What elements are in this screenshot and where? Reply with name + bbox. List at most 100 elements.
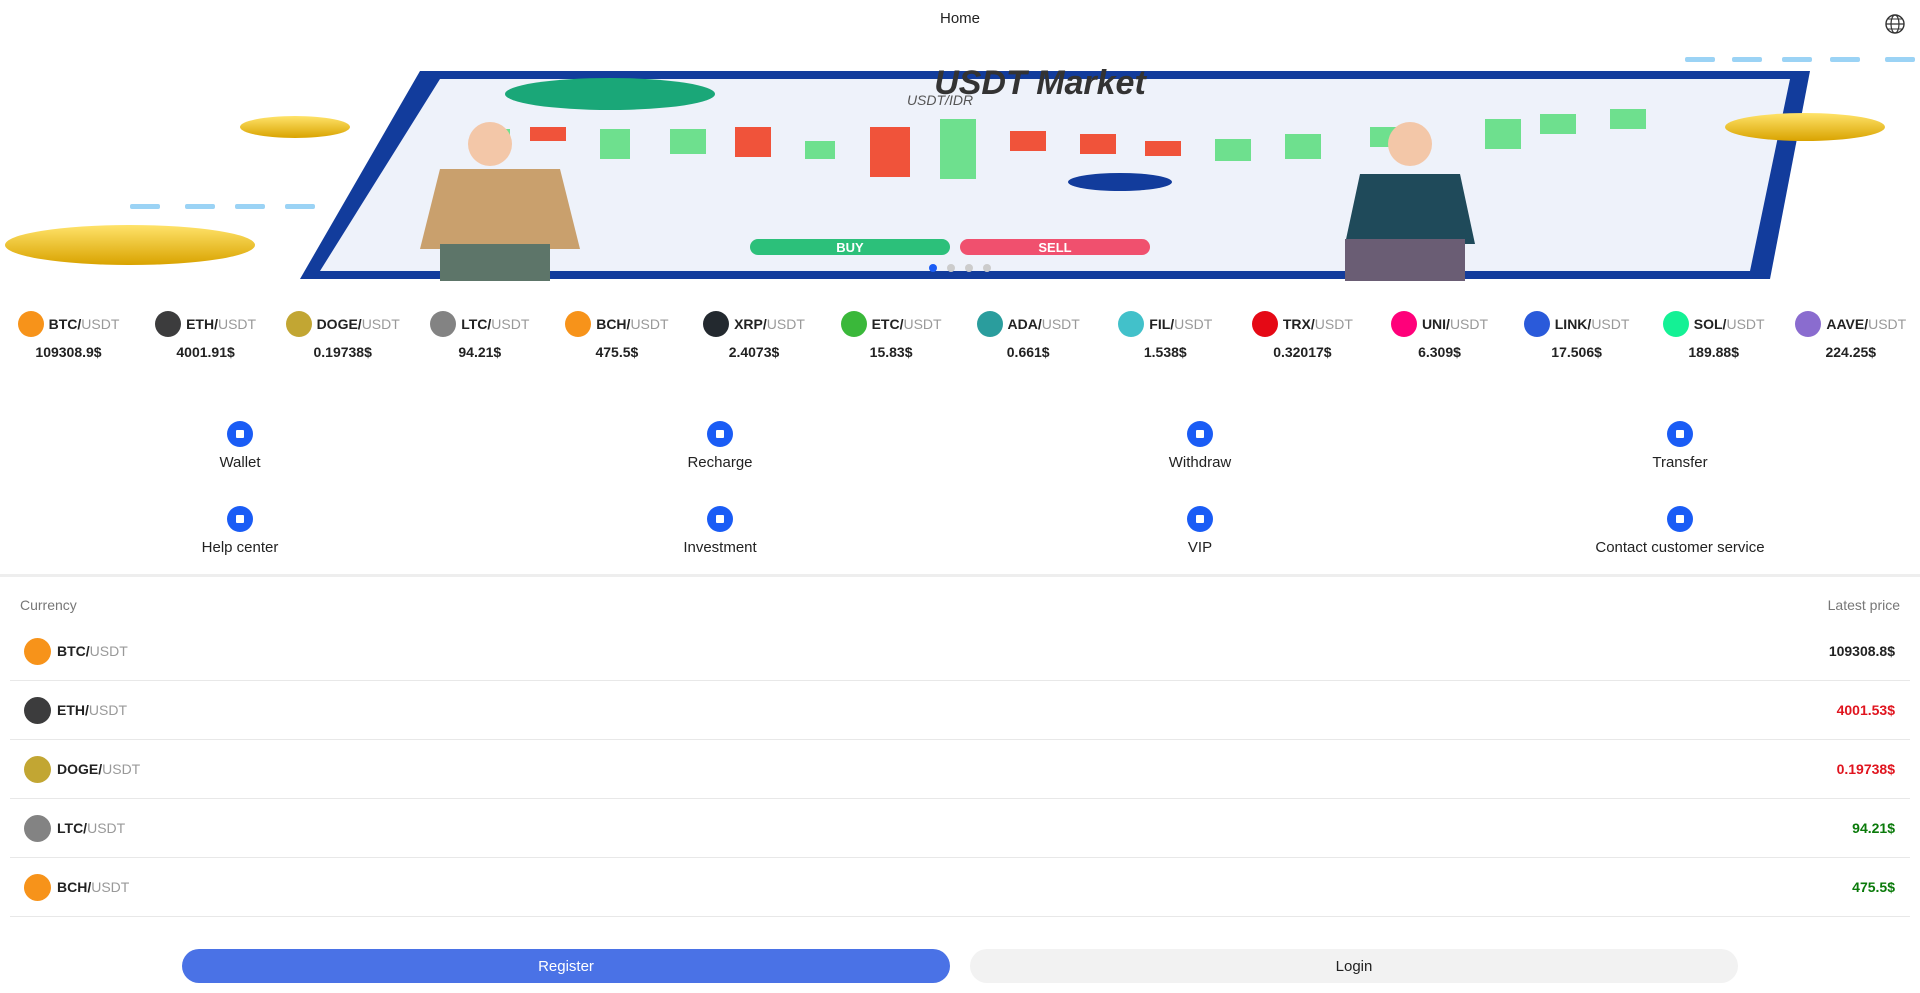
base: TRX/ <box>1282 316 1315 332</box>
pair: FIL/USDT <box>1149 316 1212 332</box>
quote: USDT <box>766 316 805 332</box>
person-left <box>420 122 580 281</box>
base: UNI/ <box>1421 316 1450 332</box>
ticker-price: 189.88$ <box>1688 344 1739 360</box>
ticker-item[interactable]: LINK/USDT 17.506$ <box>1508 310 1645 360</box>
action[interactable]: Contact customer service <box>1440 505 1920 556</box>
coin-icon <box>24 638 51 665</box>
ticker-price: 17.506$ <box>1551 344 1602 360</box>
ticker-item[interactable]: SOL/USDT 189.88$ <box>1645 310 1782 360</box>
pair: ETH/USDT <box>57 702 127 718</box>
quote: USDT <box>1174 316 1213 332</box>
register-button[interactable]: Register <box>182 949 950 983</box>
candles-red <box>530 127 1181 177</box>
coin-icon <box>285 311 312 337</box>
base: DOGE/ <box>57 761 103 777</box>
ticker-name: FIL/USDT <box>1118 310 1212 338</box>
login-button[interactable]: Login <box>970 949 1738 983</box>
table-row[interactable]: BCH/USDT 475.5$ <box>10 858 1910 917</box>
ticker-price: 2.4073$ <box>728 344 780 360</box>
ticker-item[interactable]: BTC/USDT 109308.9$ <box>0 310 137 360</box>
action-icon <box>1187 421 1213 447</box>
quote: USDT <box>630 316 669 332</box>
ticker-price: 224.25$ <box>1825 344 1877 360</box>
ticker-name: ETH/USDT <box>155 310 256 338</box>
quote: USDT <box>491 316 530 332</box>
table-row[interactable]: DOGE/USDT 0.19738$ <box>10 740 1910 799</box>
coin-icon <box>24 874 51 901</box>
ticker-item[interactable]: ADA/USDT 0.661$ <box>960 310 1097 360</box>
ticker-name: SOL/USDT <box>1662 310 1765 338</box>
ticker-item[interactable]: ETH/USDT 4001.91$ <box>137 310 274 360</box>
pair: LTC/USDT <box>461 316 529 332</box>
coin-icon <box>155 311 182 337</box>
language-icon[interactable] <box>1884 13 1906 35</box>
ticker-price: 15.83$ <box>869 344 913 360</box>
ticker-name: AAVE/USDT <box>1795 310 1906 338</box>
base: ETC/ <box>871 316 904 332</box>
table-row[interactable]: ETH/USDT 4001.53$ <box>10 681 1910 740</box>
pair: ETC/USDT <box>872 316 942 332</box>
ticker-item[interactable]: XRP/USDT 2.4073$ <box>686 310 823 360</box>
ticker-price: 0.19738$ <box>313 344 372 360</box>
ticker-item[interactable]: AAVE/USDT 224.25$ <box>1782 310 1919 360</box>
ticker-item[interactable]: FIL/USDT 1.538$ <box>1097 310 1234 360</box>
quote: USDT <box>1449 316 1489 332</box>
ticker-name: LTC/USDT <box>430 310 529 338</box>
ticker-item[interactable]: ETC/USDT 15.83$ <box>823 310 960 360</box>
ticker-price: 475.5$ <box>595 344 639 360</box>
base: AAVE/ <box>1826 316 1869 332</box>
page-title: Home <box>939 10 980 27</box>
ticker-price: 94.21$ <box>458 344 502 360</box>
ticker-item[interactable]: TRX/USDT 0.32017$ <box>1234 310 1371 360</box>
action[interactable]: Transfer <box>1440 420 1920 471</box>
quote: USDT <box>217 316 257 332</box>
coin-icon <box>24 815 51 842</box>
pair: BTC/USDT <box>57 643 128 659</box>
action-icon <box>227 506 253 532</box>
pair: TRX/USDT <box>1283 316 1353 332</box>
action[interactable]: Withdraw <box>960 420 1440 471</box>
action-icon <box>707 506 733 532</box>
action-label: Contact customer service <box>1595 539 1765 556</box>
pair: BCH/USDT <box>57 879 129 895</box>
base: BTC/ <box>57 643 90 659</box>
table-row[interactable]: LTC/USDT 94.21$ <box>10 799 1910 858</box>
pair: AAVE/USDT <box>1826 316 1906 332</box>
price: 94.21$ <box>1852 820 1895 836</box>
ticker-item[interactable]: UNI/USDT 6.309$ <box>1371 310 1508 360</box>
base: LTC/ <box>461 316 492 332</box>
table-row[interactable]: BTC/USDT 109308.8$ <box>10 622 1910 681</box>
ticker-name: ADA/USDT <box>976 310 1080 338</box>
action[interactable]: Wallet <box>0 420 480 471</box>
quote: USDT <box>87 820 126 836</box>
ticker-price: 4001.91$ <box>176 344 235 360</box>
action-icon <box>1667 421 1693 447</box>
action[interactable]: Help center <box>0 505 480 556</box>
ticker-price: 0.32017$ <box>1273 344 1332 360</box>
quote: USDT <box>361 316 400 332</box>
action-icon <box>227 421 253 447</box>
ticker-price: 109308.9$ <box>35 344 102 360</box>
banner-dots <box>929 264 991 272</box>
ticker-item[interactable]: DOGE/USDT 0.19738$ <box>274 310 411 360</box>
action[interactable]: Recharge <box>480 420 960 471</box>
pair: DOGE/USDT <box>57 761 140 777</box>
action-label: Recharge <box>687 454 753 471</box>
pair: ADA/USDT <box>1008 316 1080 332</box>
table-header-price: Latest price <box>1827 597 1900 613</box>
pair: XRP/USDT <box>734 316 805 332</box>
action-icon <box>1667 506 1693 532</box>
quote: USDT <box>1591 316 1630 332</box>
action[interactable]: Investment <box>480 505 960 556</box>
action-label: Transfer <box>1652 454 1708 471</box>
ticker-price: 6.309$ <box>1418 344 1461 360</box>
ticker-name: TRX/USDT <box>1251 310 1353 338</box>
price: 4001.53$ <box>1836 702 1895 718</box>
action[interactable]: VIP <box>960 505 1440 556</box>
banner[interactable]: USDT Market USDT/IDR BUY SELL <box>0 49 1920 281</box>
coin-icon <box>1795 311 1822 337</box>
ticker-item[interactable]: LTC/USDT 94.21$ <box>411 310 548 360</box>
ticker-item[interactable]: BCH/USDT 475.5$ <box>548 310 685 360</box>
dashes <box>130 57 1915 209</box>
